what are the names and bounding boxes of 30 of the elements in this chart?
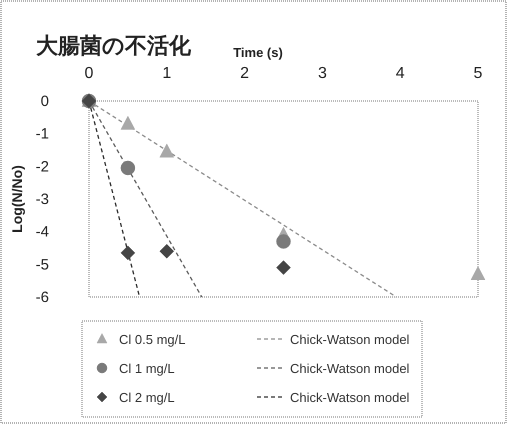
point (470, 266, 486, 280)
point (276, 260, 291, 275)
legend-label: Chick-Watson model (290, 390, 410, 405)
chart-title: 大腸菌の不活化 (36, 33, 192, 58)
legend-label: Chick-Watson model (290, 332, 410, 347)
x-axis-title: Time (s) (233, 45, 283, 60)
y-tick-label: -1 (36, 126, 49, 143)
x-tick-label: 5 (474, 65, 483, 82)
point (120, 246, 136, 260)
legend-label: Cl 1 mg/L (119, 361, 175, 376)
legend-label: Chick-Watson model (290, 361, 410, 376)
x-tick-label: 0 (84, 65, 94, 82)
x-tick-label: 2 (240, 65, 250, 82)
point (160, 144, 174, 158)
point (276, 234, 291, 249)
point (120, 160, 136, 176)
y-tick-label: -2 (36, 158, 49, 176)
legend-label: Cl 2 mg/L (119, 390, 175, 405)
legend-label: Cl 0.5 mg/L (119, 332, 186, 347)
y-tick-label: -5 (36, 256, 49, 274)
y-axis-title: Log(N/No) (9, 165, 25, 233)
point (160, 244, 174, 259)
y-tick-label: -4 (36, 224, 49, 241)
point (120, 116, 136, 130)
y-tick-label: -6 (36, 289, 49, 306)
x-tick-label: 4 (396, 65, 405, 82)
y-tick-label: 0 (40, 93, 49, 110)
y-tick-label: -3 (36, 191, 49, 208)
x-tick-label: 1 (162, 65, 172, 82)
x-tick-label: 3 (318, 65, 327, 82)
